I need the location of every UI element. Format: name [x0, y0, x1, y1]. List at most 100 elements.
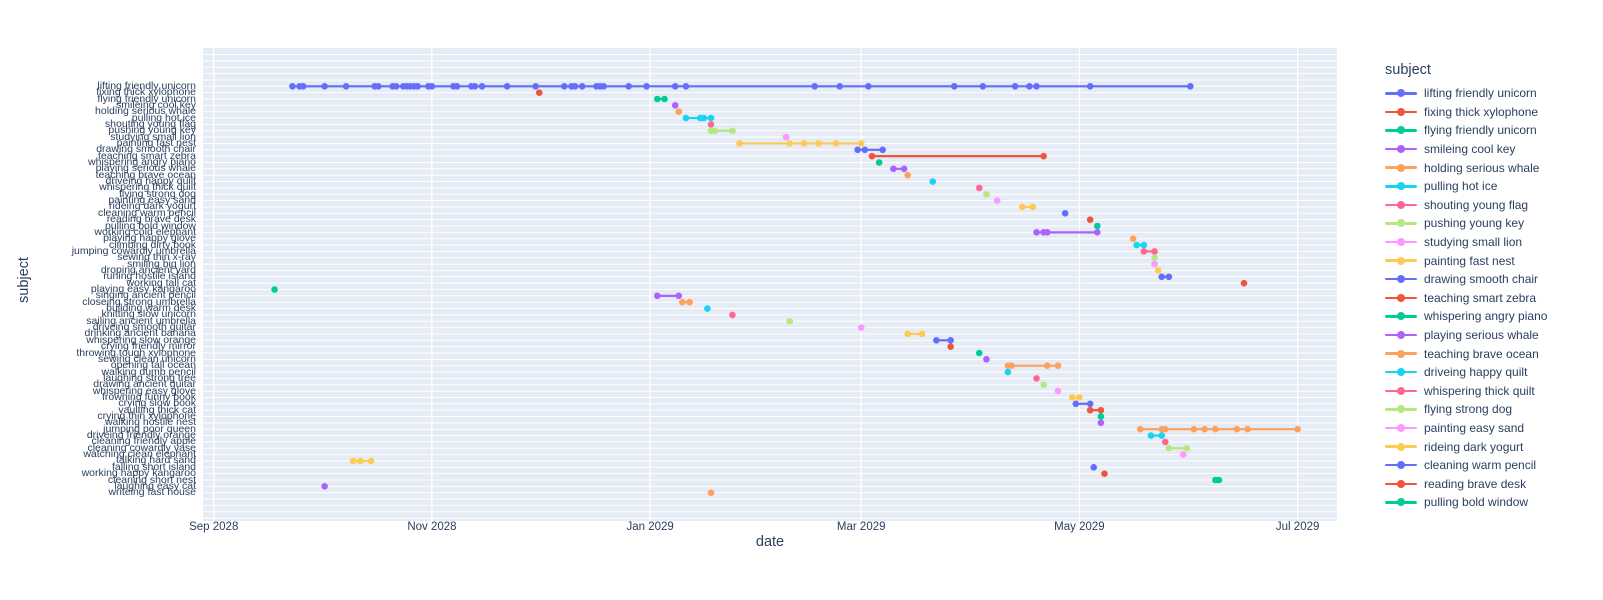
legend-item[interactable]: playing serious whale [1385, 326, 1600, 345]
data-point-marker [1018, 203, 1026, 211]
legend-item[interactable]: fixing thick xylophone [1385, 103, 1600, 122]
legend-item[interactable]: pulling bold window [1385, 493, 1600, 512]
series-playing-happy-glove [1129, 235, 1137, 242]
series-rideing-dark-yogurt [1018, 203, 1037, 211]
data-point-marker [1129, 235, 1137, 242]
legend-item[interactable]: lifting friendly unicorn [1385, 84, 1600, 103]
legend-line-marker-swatch [1385, 479, 1417, 489]
series-writeing-fast-house [707, 489, 715, 497]
data-point-marker [1072, 400, 1080, 408]
legend-item-label: playing serious whale [1424, 328, 1539, 343]
data-point-marker [782, 133, 790, 141]
series-throwing-tough-xylophone [975, 349, 983, 357]
data-point-marker [675, 108, 683, 115]
legend-item[interactable]: pulling hot ice [1385, 177, 1600, 196]
legend-item-label: pulling hot ice [1424, 179, 1498, 194]
series-talking-hard-sand [349, 457, 375, 465]
series-vaulting-thick-cat [1086, 406, 1105, 414]
data-point-marker [707, 114, 715, 122]
data-point-marker [861, 146, 869, 154]
series-studying-small-lion [782, 133, 790, 141]
data-point-marker [1033, 375, 1040, 382]
legend-line-marker-swatch [1385, 237, 1417, 247]
data-point-marker [661, 95, 668, 103]
series-teaching-smart-zebra [868, 152, 1047, 160]
series-laughing-easy-cat [321, 483, 328, 490]
series-driveing-happy-quilt [929, 178, 937, 185]
data-point-marker [1026, 83, 1033, 90]
series-climbing-dirty-book [1133, 241, 1148, 249]
series-whispering-angry-piano [875, 159, 883, 166]
series-reading-brave-desk [1086, 216, 1094, 223]
legend-item[interactable]: smileing cool key [1385, 140, 1600, 159]
legend-line-marker-swatch [1385, 293, 1417, 303]
legend-item-label: teaching smart zebra [1424, 290, 1537, 305]
gridlines [203, 48, 1337, 521]
data-point-marker [1033, 83, 1040, 90]
data-point-marker [682, 83, 690, 90]
x-axis-tick-label: Sep 2028 [189, 521, 238, 533]
data-point-marker [1040, 152, 1047, 160]
series-playing-serious-whale [890, 165, 908, 173]
data-point-marker [707, 489, 715, 497]
legend-item[interactable]: holding serious whale [1385, 158, 1600, 177]
data-point-marker [1140, 241, 1148, 249]
data-point-marker [975, 349, 983, 357]
legend-item[interactable]: cleaning warm pencil [1385, 456, 1600, 475]
data-point-marker [686, 298, 693, 306]
data-point-marker [503, 83, 511, 90]
legend-item[interactable]: reading brave desk [1385, 474, 1600, 493]
data-point-marker [357, 457, 364, 465]
data-point-marker [1043, 362, 1051, 370]
legend-item[interactable]: whispering angry piano [1385, 307, 1600, 326]
data-point-marker [879, 146, 886, 154]
legend-item[interactable]: flying strong dog [1385, 400, 1600, 419]
legend-item[interactable]: teaching smart zebra [1385, 289, 1600, 308]
data-point-marker [1201, 425, 1208, 433]
data-point-marker [643, 83, 650, 90]
series-singing-ancient-pencil [654, 292, 683, 300]
legend-item[interactable]: painting fast nest [1385, 251, 1600, 270]
data-point-marker [1033, 229, 1040, 236]
series-flying-strong-dog [983, 190, 990, 198]
legend-item[interactable]: drawing smooth chair [1385, 270, 1600, 289]
legend-item[interactable]: teaching brave ocean [1385, 344, 1600, 363]
series-drawing-smooth-chair [854, 146, 886, 154]
legend-item-label: rideing dark yogurt [1424, 439, 1524, 454]
series-opening-tall-ocean [1004, 362, 1062, 370]
data-point-marker [1154, 267, 1162, 274]
series-cleaning-short-nest [1212, 476, 1223, 484]
legend-item[interactable]: studying small lion [1385, 233, 1600, 252]
data-point-marker [532, 83, 539, 90]
legend-item[interactable]: painting easy sand [1385, 419, 1600, 438]
legend-item[interactable]: shouting young flag [1385, 196, 1600, 215]
data-point-marker [1086, 83, 1094, 90]
data-point-marker [707, 121, 715, 128]
legend-item[interactable]: pushing young key [1385, 214, 1600, 233]
series-working-tall-cat [1240, 279, 1248, 287]
legend-item-label: painting easy sand [1424, 420, 1525, 435]
data-point-marker [947, 337, 954, 344]
legend-item-label: cleaning warm pencil [1424, 458, 1537, 473]
series-whispering-thick-quilt [975, 184, 983, 192]
data-point-marker [947, 343, 954, 350]
legend-item[interactable]: whispering thick quilt [1385, 382, 1600, 401]
series-smileing-cool-key [671, 102, 679, 109]
data-point-marker [1090, 464, 1098, 471]
legend-item[interactable]: driveing happy quilt [1385, 363, 1600, 382]
legend-item-label: drawing smooth chair [1424, 272, 1539, 287]
legend-item-label: flying friendly unicorn [1424, 123, 1537, 138]
series-pushing-young-key [707, 127, 736, 135]
series-falling-short-island [1090, 464, 1098, 471]
data-point-marker [289, 83, 296, 90]
data-point-marker [1054, 387, 1062, 395]
legend-line-marker-swatch [1385, 125, 1417, 135]
legend-item[interactable]: flying friendly unicorn [1385, 121, 1600, 140]
legend-item-label: smileing cool key [1424, 142, 1516, 157]
legend-item[interactable]: rideing dark yogurt [1385, 437, 1600, 456]
x-axis-tick-label: Jan 2029 [626, 521, 673, 533]
series-working-cold-elephant [1033, 229, 1101, 236]
data-point-marker [1190, 425, 1198, 433]
series-sewing-thin-x-ray [1151, 254, 1158, 262]
series-frowning-funny-book [1068, 394, 1083, 401]
